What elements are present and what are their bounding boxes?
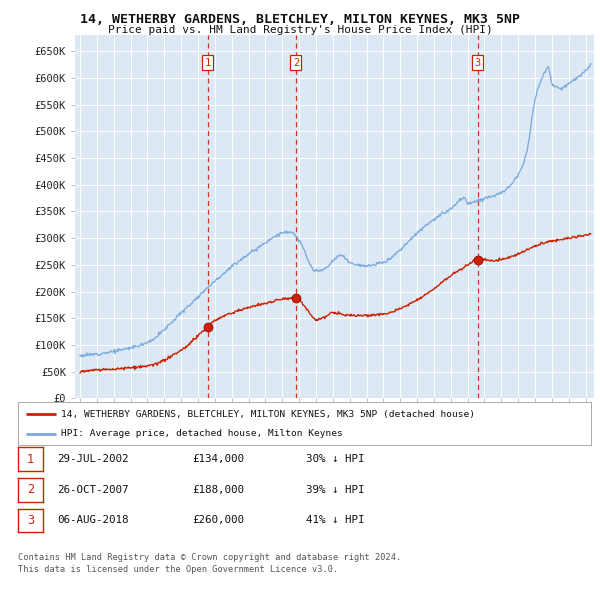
Text: 14, WETHERBY GARDENS, BLETCHLEY, MILTON KEYNES, MK3 5NP (detached house): 14, WETHERBY GARDENS, BLETCHLEY, MILTON … [61,409,475,418]
Text: 39% ↓ HPI: 39% ↓ HPI [306,485,365,494]
Text: £260,000: £260,000 [192,516,244,525]
Text: 29-JUL-2002: 29-JUL-2002 [57,454,128,464]
Text: This data is licensed under the Open Government Licence v3.0.: This data is licensed under the Open Gov… [18,565,338,574]
Text: 3: 3 [475,58,481,68]
Text: 2: 2 [293,58,299,68]
Text: 30% ↓ HPI: 30% ↓ HPI [306,454,365,464]
Text: 06-AUG-2018: 06-AUG-2018 [57,516,128,525]
Text: 2: 2 [27,483,34,496]
Text: £134,000: £134,000 [192,454,244,464]
Text: 1: 1 [205,58,211,68]
Text: 1: 1 [27,453,34,466]
Text: 14, WETHERBY GARDENS, BLETCHLEY, MILTON KEYNES, MK3 5NP: 14, WETHERBY GARDENS, BLETCHLEY, MILTON … [80,13,520,26]
Text: £188,000: £188,000 [192,485,244,494]
Text: 41% ↓ HPI: 41% ↓ HPI [306,516,365,525]
Text: HPI: Average price, detached house, Milton Keynes: HPI: Average price, detached house, Milt… [61,430,343,438]
Text: Price paid vs. HM Land Registry's House Price Index (HPI): Price paid vs. HM Land Registry's House … [107,25,493,35]
Text: 3: 3 [27,514,34,527]
Text: Contains HM Land Registry data © Crown copyright and database right 2024.: Contains HM Land Registry data © Crown c… [18,553,401,562]
Text: 26-OCT-2007: 26-OCT-2007 [57,485,128,494]
